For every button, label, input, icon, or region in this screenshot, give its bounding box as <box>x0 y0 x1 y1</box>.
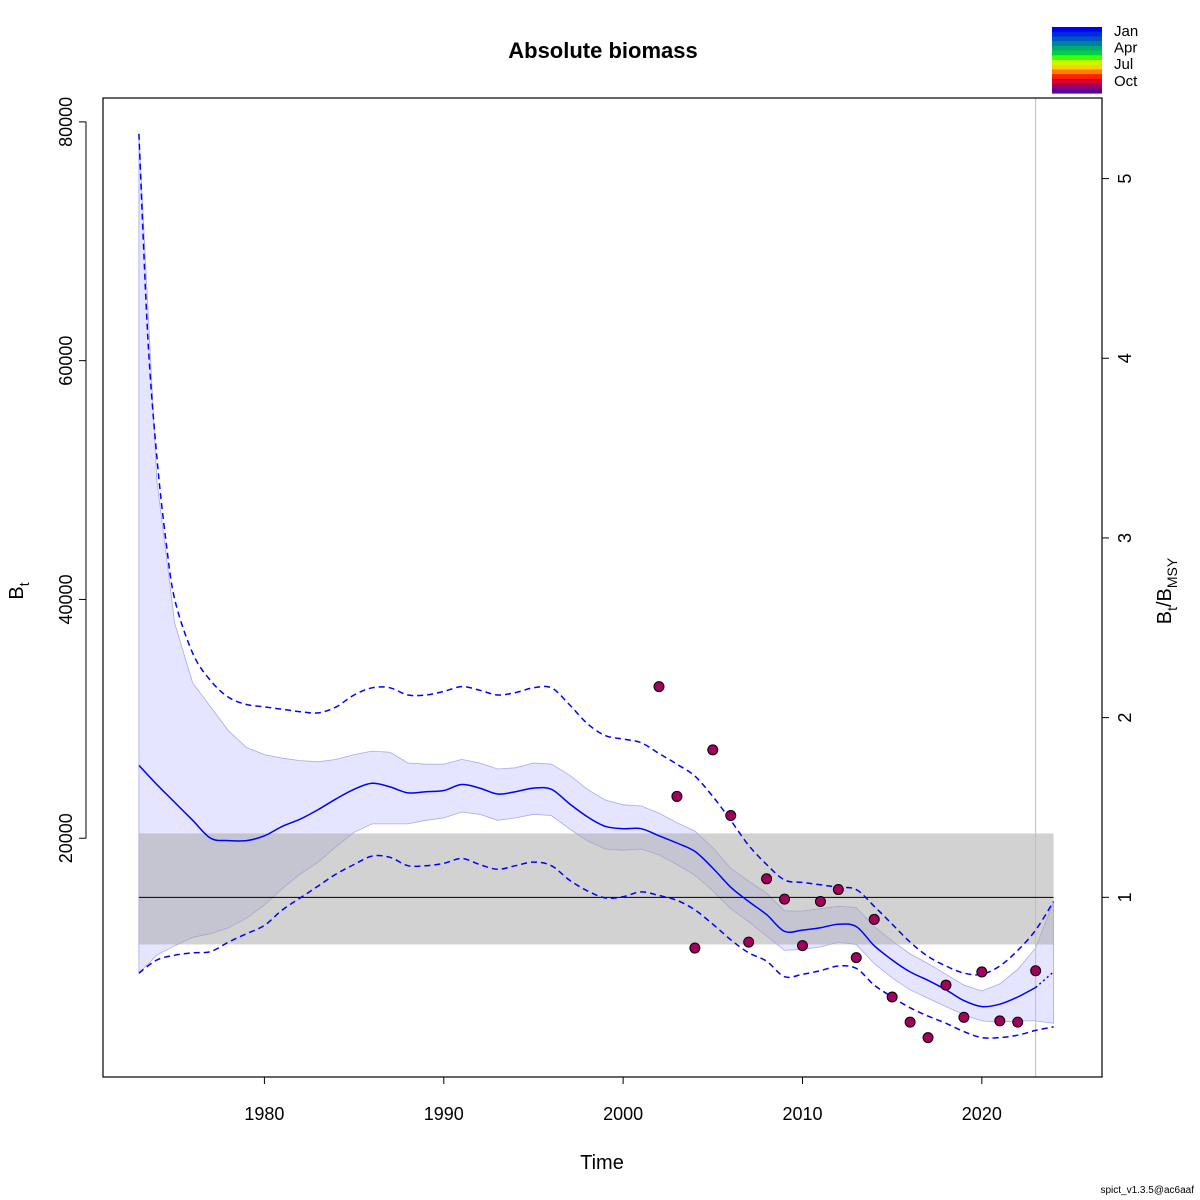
observation-point <box>779 893 791 905</box>
observation-point <box>814 895 826 907</box>
y-tick-label: 60000 <box>56 336 76 386</box>
axes-layer: 20000 40000 60000 80000 1 2 3 4 5 1980 1990 2000 201… <box>56 97 1135 1124</box>
y-tick-label: 20000 <box>56 813 76 863</box>
ci-lower-line <box>138 854 1054 1039</box>
x-tick-label: 2020 <box>962 1104 1002 1124</box>
y2-tick-label: 1 <box>1115 892 1135 902</box>
legend-label: Jul <box>1114 56 1133 73</box>
observation-point <box>886 991 898 1003</box>
observation-point <box>743 936 755 948</box>
legend-color-swatch <box>1052 78 1102 85</box>
legend-label: Apr <box>1114 40 1137 57</box>
legend-color-swatch <box>1052 64 1102 71</box>
y-tick-label: 80000 <box>56 97 76 147</box>
observation-point <box>868 913 880 925</box>
y2-axis-title-main: B <box>1154 611 1176 624</box>
y2-tick-label: 5 <box>1115 174 1135 184</box>
y2-axis-title-mid: /B <box>1154 588 1176 607</box>
y2-tick-label: 4 <box>1115 353 1135 363</box>
bmsy-band <box>138 833 1054 945</box>
observation-point <box>653 681 665 693</box>
observation-point <box>1012 1016 1024 1028</box>
observation-point <box>689 942 701 954</box>
legend-label: Oct <box>1114 73 1138 90</box>
legend-label: Jan <box>1114 23 1138 40</box>
legend-color-swatch <box>1052 50 1102 56</box>
legend-color-swatch <box>1052 60 1102 66</box>
y-axis-title-main: B <box>6 586 28 599</box>
points-layer <box>653 681 1042 1044</box>
y-axis-title-sub: t <box>16 582 32 586</box>
y2-axis-title: Bt/BMSY <box>1154 557 1180 624</box>
legend-color-swatch <box>1052 74 1102 80</box>
observation-point <box>832 884 844 896</box>
observation-point <box>904 1016 916 1028</box>
legend-color-swatch <box>1052 83 1102 89</box>
legend-color-swatch <box>1052 27 1102 33</box>
y2-tick-label: 3 <box>1115 533 1135 543</box>
observation-point <box>796 940 808 952</box>
x-tick-label: 2010 <box>782 1104 822 1124</box>
legend-color-swatch <box>1052 69 1102 75</box>
x-tick-label: 2000 <box>603 1104 643 1124</box>
legend-color-swatch <box>1052 31 1102 38</box>
legend-color-swatch <box>1052 88 1102 94</box>
y2-tick-label: 2 <box>1115 713 1135 723</box>
x-tick-label: 1980 <box>244 1104 284 1124</box>
observation-point <box>850 952 862 964</box>
legend-color-swatch <box>1052 55 1102 61</box>
chart-title: Absolute biomass <box>508 38 697 63</box>
legend-color-swatch <box>1052 41 1102 47</box>
x-axis-title: Time <box>580 1152 624 1174</box>
observation-point <box>725 810 737 822</box>
observation-point <box>1030 965 1042 977</box>
y-tick-label: 40000 <box>56 574 76 624</box>
y-axis-title: Bt <box>6 582 32 599</box>
observation-point <box>958 1011 970 1023</box>
x-tick-label: 1990 <box>424 1104 464 1124</box>
observation-point <box>976 966 988 978</box>
observation-point <box>994 1015 1006 1027</box>
observation-point <box>671 790 683 802</box>
estimate-line <box>138 764 1036 1008</box>
legend-color-swatch <box>1052 45 1102 52</box>
legend-color-swatch <box>1052 36 1102 42</box>
observation-point <box>940 979 952 991</box>
observation-point <box>707 744 719 756</box>
lines-layer <box>138 98 1055 1077</box>
y2-axis-title-sub1: t <box>1164 607 1180 611</box>
bands-layer <box>138 133 1054 1024</box>
y2-axis-title-sub2: MSY <box>1164 557 1180 588</box>
forecast-line <box>1035 971 1055 989</box>
ci-upper-line <box>138 133 1055 976</box>
estimate-confidence-band <box>138 133 1054 1024</box>
observation-point <box>761 873 773 885</box>
observation-point <box>922 1032 934 1044</box>
version-footer: spict_v1.3.5@ac6aaf <box>1100 1185 1194 1196</box>
